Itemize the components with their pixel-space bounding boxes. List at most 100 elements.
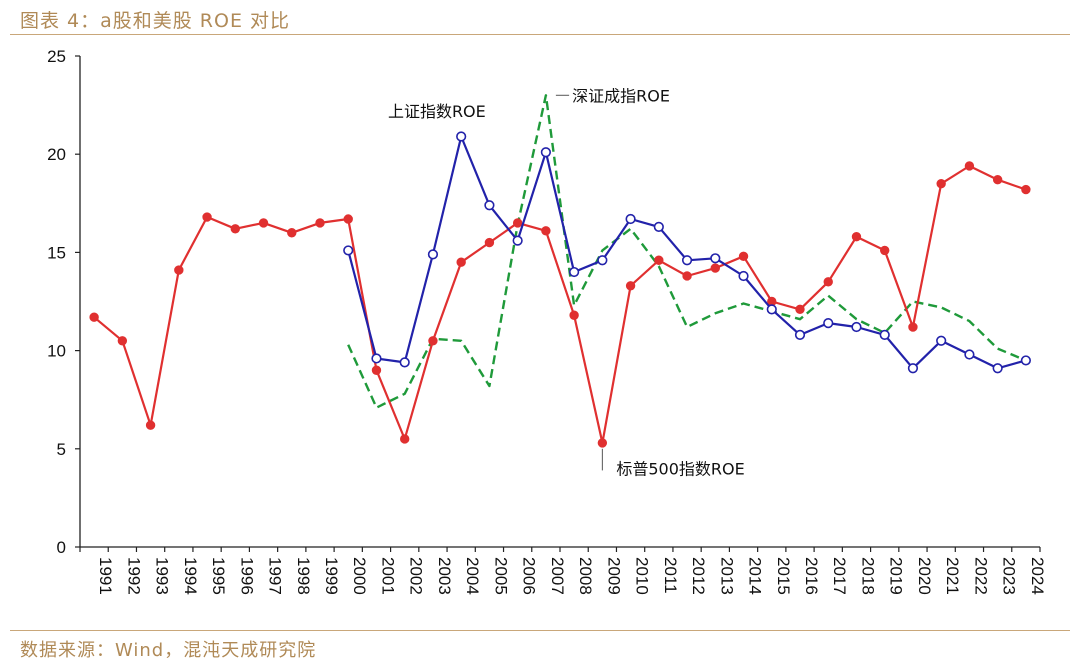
data-point-sp500 — [145, 420, 156, 430]
data-point-sp500 — [823, 277, 833, 287]
data-point-sp500 — [625, 281, 636, 291]
x-tick-label: 2012 — [689, 557, 708, 595]
data-point-shanghai — [766, 304, 777, 315]
x-tick-label: 1995 — [209, 557, 228, 595]
x-tick-label: 1997 — [266, 557, 285, 595]
data-point-sp500 — [174, 265, 184, 275]
x-tick-label: 2006 — [520, 557, 539, 595]
x-tick-label: 1991 — [96, 557, 115, 595]
figure-header: 图表 4：a股和美股 ROE 对比 — [0, 0, 1080, 36]
data-point-shanghai — [879, 329, 890, 340]
y-tick-label: 10 — [47, 342, 66, 361]
header-rule — [10, 34, 1070, 35]
data-point-shanghai — [456, 131, 467, 142]
y-tick-label: 5 — [57, 440, 66, 459]
data-point-sp500 — [654, 255, 664, 265]
data-point-shanghai — [653, 221, 664, 232]
data-point-shanghai — [540, 147, 551, 158]
data-point-sp500 — [1021, 184, 1031, 195]
annotation-label-sp500: 标普500指数ROE — [616, 459, 744, 478]
data-point-sp500 — [258, 218, 269, 228]
x-tick-label: 2022 — [971, 557, 990, 595]
data-point-sp500 — [682, 271, 692, 281]
x-tick-label: 2023 — [1000, 557, 1019, 595]
data-point-sp500 — [512, 218, 523, 228]
data-point-sp500 — [202, 212, 212, 222]
x-tick-label: 1998 — [294, 557, 313, 595]
data-point-sp500 — [964, 161, 975, 171]
x-tick-label: 2005 — [491, 557, 510, 595]
data-point-shanghai — [569, 266, 580, 278]
footer-rule — [10, 630, 1070, 631]
data-point-sp500 — [371, 365, 382, 375]
x-tick-label: 2002 — [407, 557, 426, 595]
data-point-sp500 — [936, 178, 946, 189]
data-point-sp500 — [851, 231, 862, 242]
source-note: 数据来源：Wind，混沌天成研究院 — [20, 640, 317, 661]
x-tick-label: 2011 — [661, 557, 680, 594]
data-point-sp500 — [710, 263, 720, 273]
figure-title: 图表 4：a股和美股 ROE 对比 — [20, 10, 291, 32]
x-tick-label: 2001 — [378, 557, 397, 595]
data-point-sp500 — [908, 322, 918, 332]
data-point-shanghai — [992, 363, 1003, 374]
data-point-sp500 — [484, 237, 495, 248]
data-point-shanghai — [427, 249, 439, 260]
x-tick-label: 1992 — [124, 557, 143, 595]
x-tick-label: 2009 — [604, 557, 623, 595]
series-line-shanghai — [347, 135, 1027, 370]
x-tick-label: 1994 — [181, 557, 200, 595]
data-point-sp500 — [569, 310, 579, 320]
data-point-sp500 — [89, 312, 99, 322]
data-point-shanghai — [597, 255, 608, 266]
x-tick-label: 1996 — [237, 557, 256, 595]
data-point-sp500 — [992, 175, 1003, 185]
y-tick-label: 25 — [47, 47, 66, 66]
data-point-sp500 — [117, 336, 128, 346]
x-tick-label: 1999 — [322, 557, 341, 595]
data-point-sp500 — [738, 251, 749, 262]
line-chart: 0 5 10 15 20 25 1991 1992 1993 1994 1995 1996 1997 19… — [47, 47, 1047, 595]
x-tick-label: 2014 — [746, 557, 765, 595]
data-point-sp500 — [400, 434, 410, 444]
x-tick-label: 2013 — [717, 557, 736, 595]
x-tick-label: 2017 — [830, 557, 849, 595]
data-point-sp500 — [597, 438, 608, 448]
data-point-shanghai — [343, 245, 354, 256]
data-point-shanghai — [399, 357, 410, 368]
x-tick-label: 2000 — [350, 557, 369, 595]
x-tick-label: 2019 — [887, 557, 906, 595]
annotation-label-shenzhen: 深证成指ROE — [572, 86, 670, 105]
data-point-shanghai — [794, 329, 806, 340]
x-tick-label: 2024 — [1028, 557, 1047, 595]
data-point-shanghai — [851, 321, 862, 333]
x-tick-label: 2007 — [548, 557, 567, 595]
x-tick-label: 2020 — [915, 557, 934, 595]
data-point-shanghai — [738, 270, 749, 282]
data-point-shanghai — [484, 200, 495, 211]
y-tick-label: 20 — [47, 145, 66, 164]
x-tick-label: 2003 — [435, 557, 454, 595]
data-point-sp500 — [541, 226, 551, 236]
x-tick-label: 2021 — [943, 557, 962, 595]
data-point-sp500 — [456, 257, 466, 267]
data-point-sp500 — [880, 245, 890, 256]
x-tick-label: 2004 — [463, 557, 482, 595]
data-point-shanghai — [823, 318, 834, 329]
y-tick-label: 15 — [47, 243, 66, 262]
series-line-shenzhen — [347, 94, 1027, 409]
x-tick-label: 2015 — [774, 557, 793, 595]
data-point-sp500 — [795, 304, 805, 315]
data-point-shanghai — [681, 255, 693, 266]
x-tick-label: 1993 — [153, 557, 172, 595]
x-tick-label: 2010 — [633, 557, 652, 595]
data-point-shanghai — [625, 213, 636, 225]
data-point-sp500 — [315, 218, 325, 228]
data-point-shanghai — [1020, 355, 1031, 366]
x-tick-label: 2008 — [576, 557, 595, 595]
data-point-sp500 — [343, 214, 353, 224]
annotation-label-shanghai: 上证指数ROE — [388, 102, 486, 121]
data-point-shanghai — [710, 253, 721, 264]
data-point-sp500 — [287, 228, 297, 238]
series-line-sp500 — [93, 164, 1027, 444]
